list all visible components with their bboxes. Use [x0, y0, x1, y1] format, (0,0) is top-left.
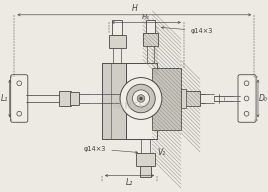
Circle shape [120, 78, 162, 119]
Circle shape [244, 96, 249, 101]
Circle shape [132, 90, 150, 107]
Text: H: H [131, 4, 137, 13]
Bar [102, 63, 126, 139]
Text: φ14×3: φ14×3 [162, 26, 213, 34]
Bar [143, 33, 158, 46]
Bar [140, 166, 151, 177]
Circle shape [244, 111, 249, 116]
Bar [109, 35, 126, 48]
Bar [113, 21, 122, 35]
Text: H₁: H₁ [142, 15, 150, 21]
Bar [181, 89, 186, 108]
Bar [152, 68, 181, 130]
Text: D₀: D₀ [259, 94, 268, 103]
Circle shape [244, 81, 249, 86]
Bar [70, 92, 79, 105]
Circle shape [140, 97, 142, 100]
FancyBboxPatch shape [11, 75, 28, 122]
Circle shape [127, 84, 155, 113]
Bar [102, 63, 157, 139]
Bar [181, 91, 200, 106]
Circle shape [17, 81, 22, 86]
Bar [181, 91, 200, 106]
Text: V₁: V₁ [157, 148, 165, 157]
Bar [146, 20, 155, 33]
Bar [136, 153, 155, 166]
Bar [143, 33, 158, 46]
Bar [152, 68, 181, 130]
Text: FANTEC: FANTEC [112, 102, 151, 111]
Text: φ14×3: φ14×3 [84, 146, 137, 153]
Bar [59, 91, 70, 106]
Circle shape [17, 111, 22, 116]
FancyBboxPatch shape [238, 75, 256, 122]
Text: L₁: L₁ [1, 94, 8, 103]
Text: L₂: L₂ [126, 178, 133, 187]
Circle shape [137, 95, 145, 102]
